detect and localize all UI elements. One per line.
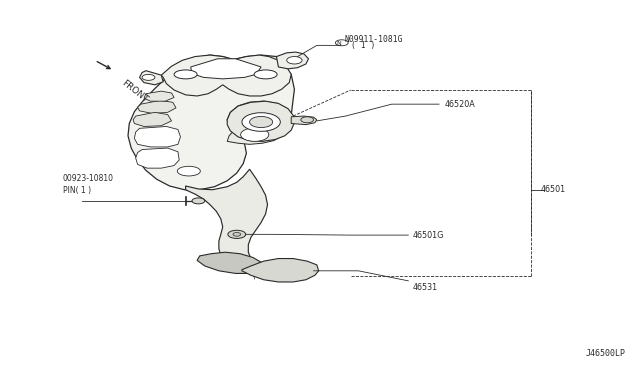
Ellipse shape bbox=[241, 128, 269, 141]
Polygon shape bbox=[276, 52, 308, 69]
Ellipse shape bbox=[228, 230, 246, 238]
Polygon shape bbox=[128, 55, 294, 190]
Text: 46531: 46531 bbox=[413, 283, 438, 292]
Text: FRONT: FRONT bbox=[120, 78, 150, 104]
Ellipse shape bbox=[177, 166, 200, 176]
Polygon shape bbox=[242, 259, 319, 282]
Polygon shape bbox=[138, 100, 176, 113]
Ellipse shape bbox=[174, 70, 197, 79]
Polygon shape bbox=[136, 148, 179, 168]
Polygon shape bbox=[144, 91, 174, 101]
Text: N: N bbox=[337, 41, 342, 46]
Polygon shape bbox=[134, 126, 180, 147]
Text: 00923-10810: 00923-10810 bbox=[63, 174, 114, 183]
Text: 46501: 46501 bbox=[541, 185, 566, 194]
Ellipse shape bbox=[142, 74, 155, 80]
Ellipse shape bbox=[287, 57, 302, 64]
Text: 46501G: 46501G bbox=[413, 231, 444, 240]
Ellipse shape bbox=[233, 232, 241, 236]
Polygon shape bbox=[140, 71, 163, 85]
Ellipse shape bbox=[192, 198, 205, 204]
Text: J46500LP: J46500LP bbox=[586, 349, 626, 358]
Polygon shape bbox=[291, 116, 317, 125]
Polygon shape bbox=[197, 252, 264, 273]
Polygon shape bbox=[227, 126, 282, 144]
Text: ( 1 ): ( 1 ) bbox=[351, 41, 375, 50]
Polygon shape bbox=[161, 55, 291, 96]
Text: PIN( 1 ): PIN( 1 ) bbox=[63, 186, 91, 195]
Text: 46520A: 46520A bbox=[445, 100, 476, 109]
Ellipse shape bbox=[242, 113, 280, 131]
Polygon shape bbox=[227, 101, 294, 141]
Polygon shape bbox=[191, 59, 261, 79]
Text: N09911-1081G: N09911-1081G bbox=[344, 35, 403, 44]
Ellipse shape bbox=[250, 116, 273, 128]
Ellipse shape bbox=[254, 70, 277, 79]
Polygon shape bbox=[133, 112, 172, 126]
Polygon shape bbox=[186, 169, 268, 267]
Ellipse shape bbox=[301, 117, 314, 123]
